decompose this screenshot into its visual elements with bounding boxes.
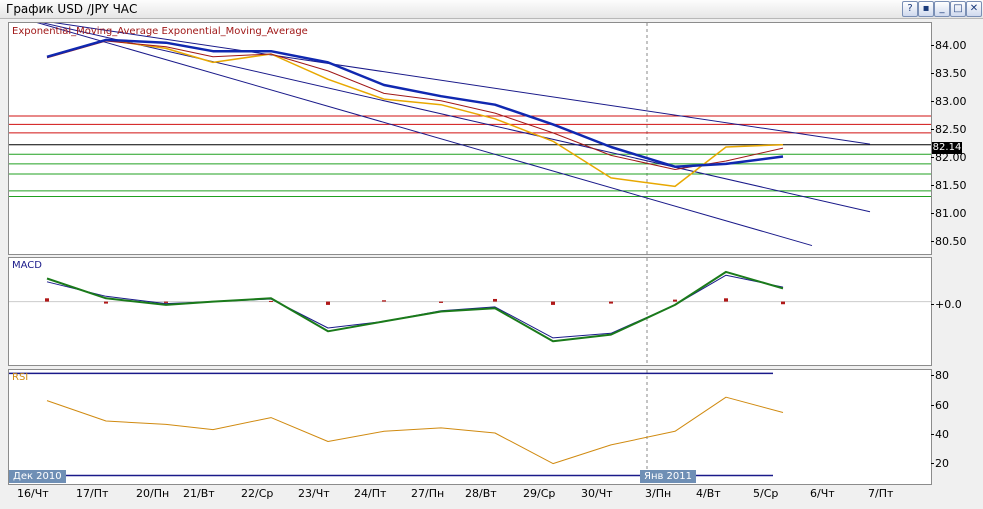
macd-histogram-bar [724,298,728,302]
time-tick: 3/Пн [645,487,672,500]
month-marker: Янв 2011 [640,470,697,483]
minimize-button[interactable]: _ [934,1,950,17]
macd-histogram-bar [382,300,386,302]
ema-slow-line [46,38,784,168]
time-tick: 27/Пн [411,487,445,500]
time-tick: 24/Пт [354,487,387,500]
rsi-chart[interactable] [9,370,931,484]
macd-histogram-bar [439,301,443,303]
macd-axis: +0.0 [931,257,979,366]
macd-line [46,270,784,343]
macd-chart[interactable] [9,258,931,365]
close-button[interactable]: ✕ [966,1,982,17]
price-tick: 83.50 [931,67,967,80]
macd-histogram-bar [45,298,49,302]
time-tick: 5/Ср [753,487,779,500]
trend-line [41,23,871,213]
price-axis: 84.00 83.50 83.00 82.50 82.00 81.50 81.0… [931,22,979,255]
macd-label: MACD [12,260,42,271]
price-tick: 81.00 [931,207,967,220]
time-tick: 30/Чт [581,487,613,500]
macd-panel[interactable]: MACD [8,257,932,366]
price-tick: 81.50 [931,179,967,192]
rsi-panel[interactable]: RSI [8,369,932,485]
trend-line [53,23,871,145]
rsi-tick: 20 [931,457,949,470]
time-tick: 7/Пт [868,487,894,500]
time-tick: 20/Пн [136,487,170,500]
price-panel[interactable]: Exponential_Moving_Average Exponential_M… [8,22,932,255]
macd-histogram-bar [673,299,677,302]
rsi-axis: 80 60 40 20 [931,369,979,485]
macd-histogram-bar [781,301,785,305]
window-titlebar: График USD /JPY ЧАС ? ▪ _ □ ✕ [0,0,983,19]
rsi-tick: 80 [931,369,949,382]
ema-indicator-label: Exponential_Moving_Average Exponential_M… [12,26,308,37]
rsi-line [46,396,784,465]
macd-histogram-bar [551,301,555,305]
restore-button[interactable]: ▪ [918,1,934,17]
time-tick: 16/Чт [17,487,49,500]
price-tick: 82.00 [931,151,967,164]
macd-histogram-bar [609,301,613,304]
time-tick: 17/Пт [76,487,109,500]
time-tick: 23/Чт [298,487,330,500]
macd-histogram-bar [326,301,330,305]
time-tick: 29/Ср [523,487,556,500]
help-button[interactable]: ? [902,1,918,17]
rsi-tick: 40 [931,428,949,441]
price-tick: 80.50 [931,235,967,248]
trend-line [36,23,813,247]
time-tick: 28/Вт [465,487,497,500]
last-price-badge: 82.14 [932,142,962,154]
month-marker: Дек 2010 [9,470,66,483]
time-tick: 22/Ср [241,487,274,500]
price-tick: 84.00 [931,39,967,52]
price-chart[interactable] [9,23,931,254]
macd-histogram-bar [164,301,168,303]
ema-fast-line [46,40,784,170]
time-tick: 6/Чт [810,487,835,500]
time-axis: 16/Чт 17/Пт 20/Пн 21/Вт 22/Ср 23/Чт 24/П… [8,485,930,507]
price-tick: 83.00 [931,95,967,108]
price-tick: 82.50 [931,123,967,136]
rsi-tick: 60 [931,399,949,412]
macd-histogram-bar [104,301,108,304]
time-tick: 21/Вт [183,487,215,500]
macd-histogram-bar [269,300,273,302]
macd-tick: +0.0 [931,298,962,311]
time-tick: 4/Вт [696,487,721,500]
rsi-label: RSI [12,372,29,383]
maximize-button[interactable]: □ [950,1,966,17]
window-title: График USD /JPY ЧАС [6,2,138,16]
price-series-line [46,39,784,188]
macd-histogram-bar [493,298,497,302]
